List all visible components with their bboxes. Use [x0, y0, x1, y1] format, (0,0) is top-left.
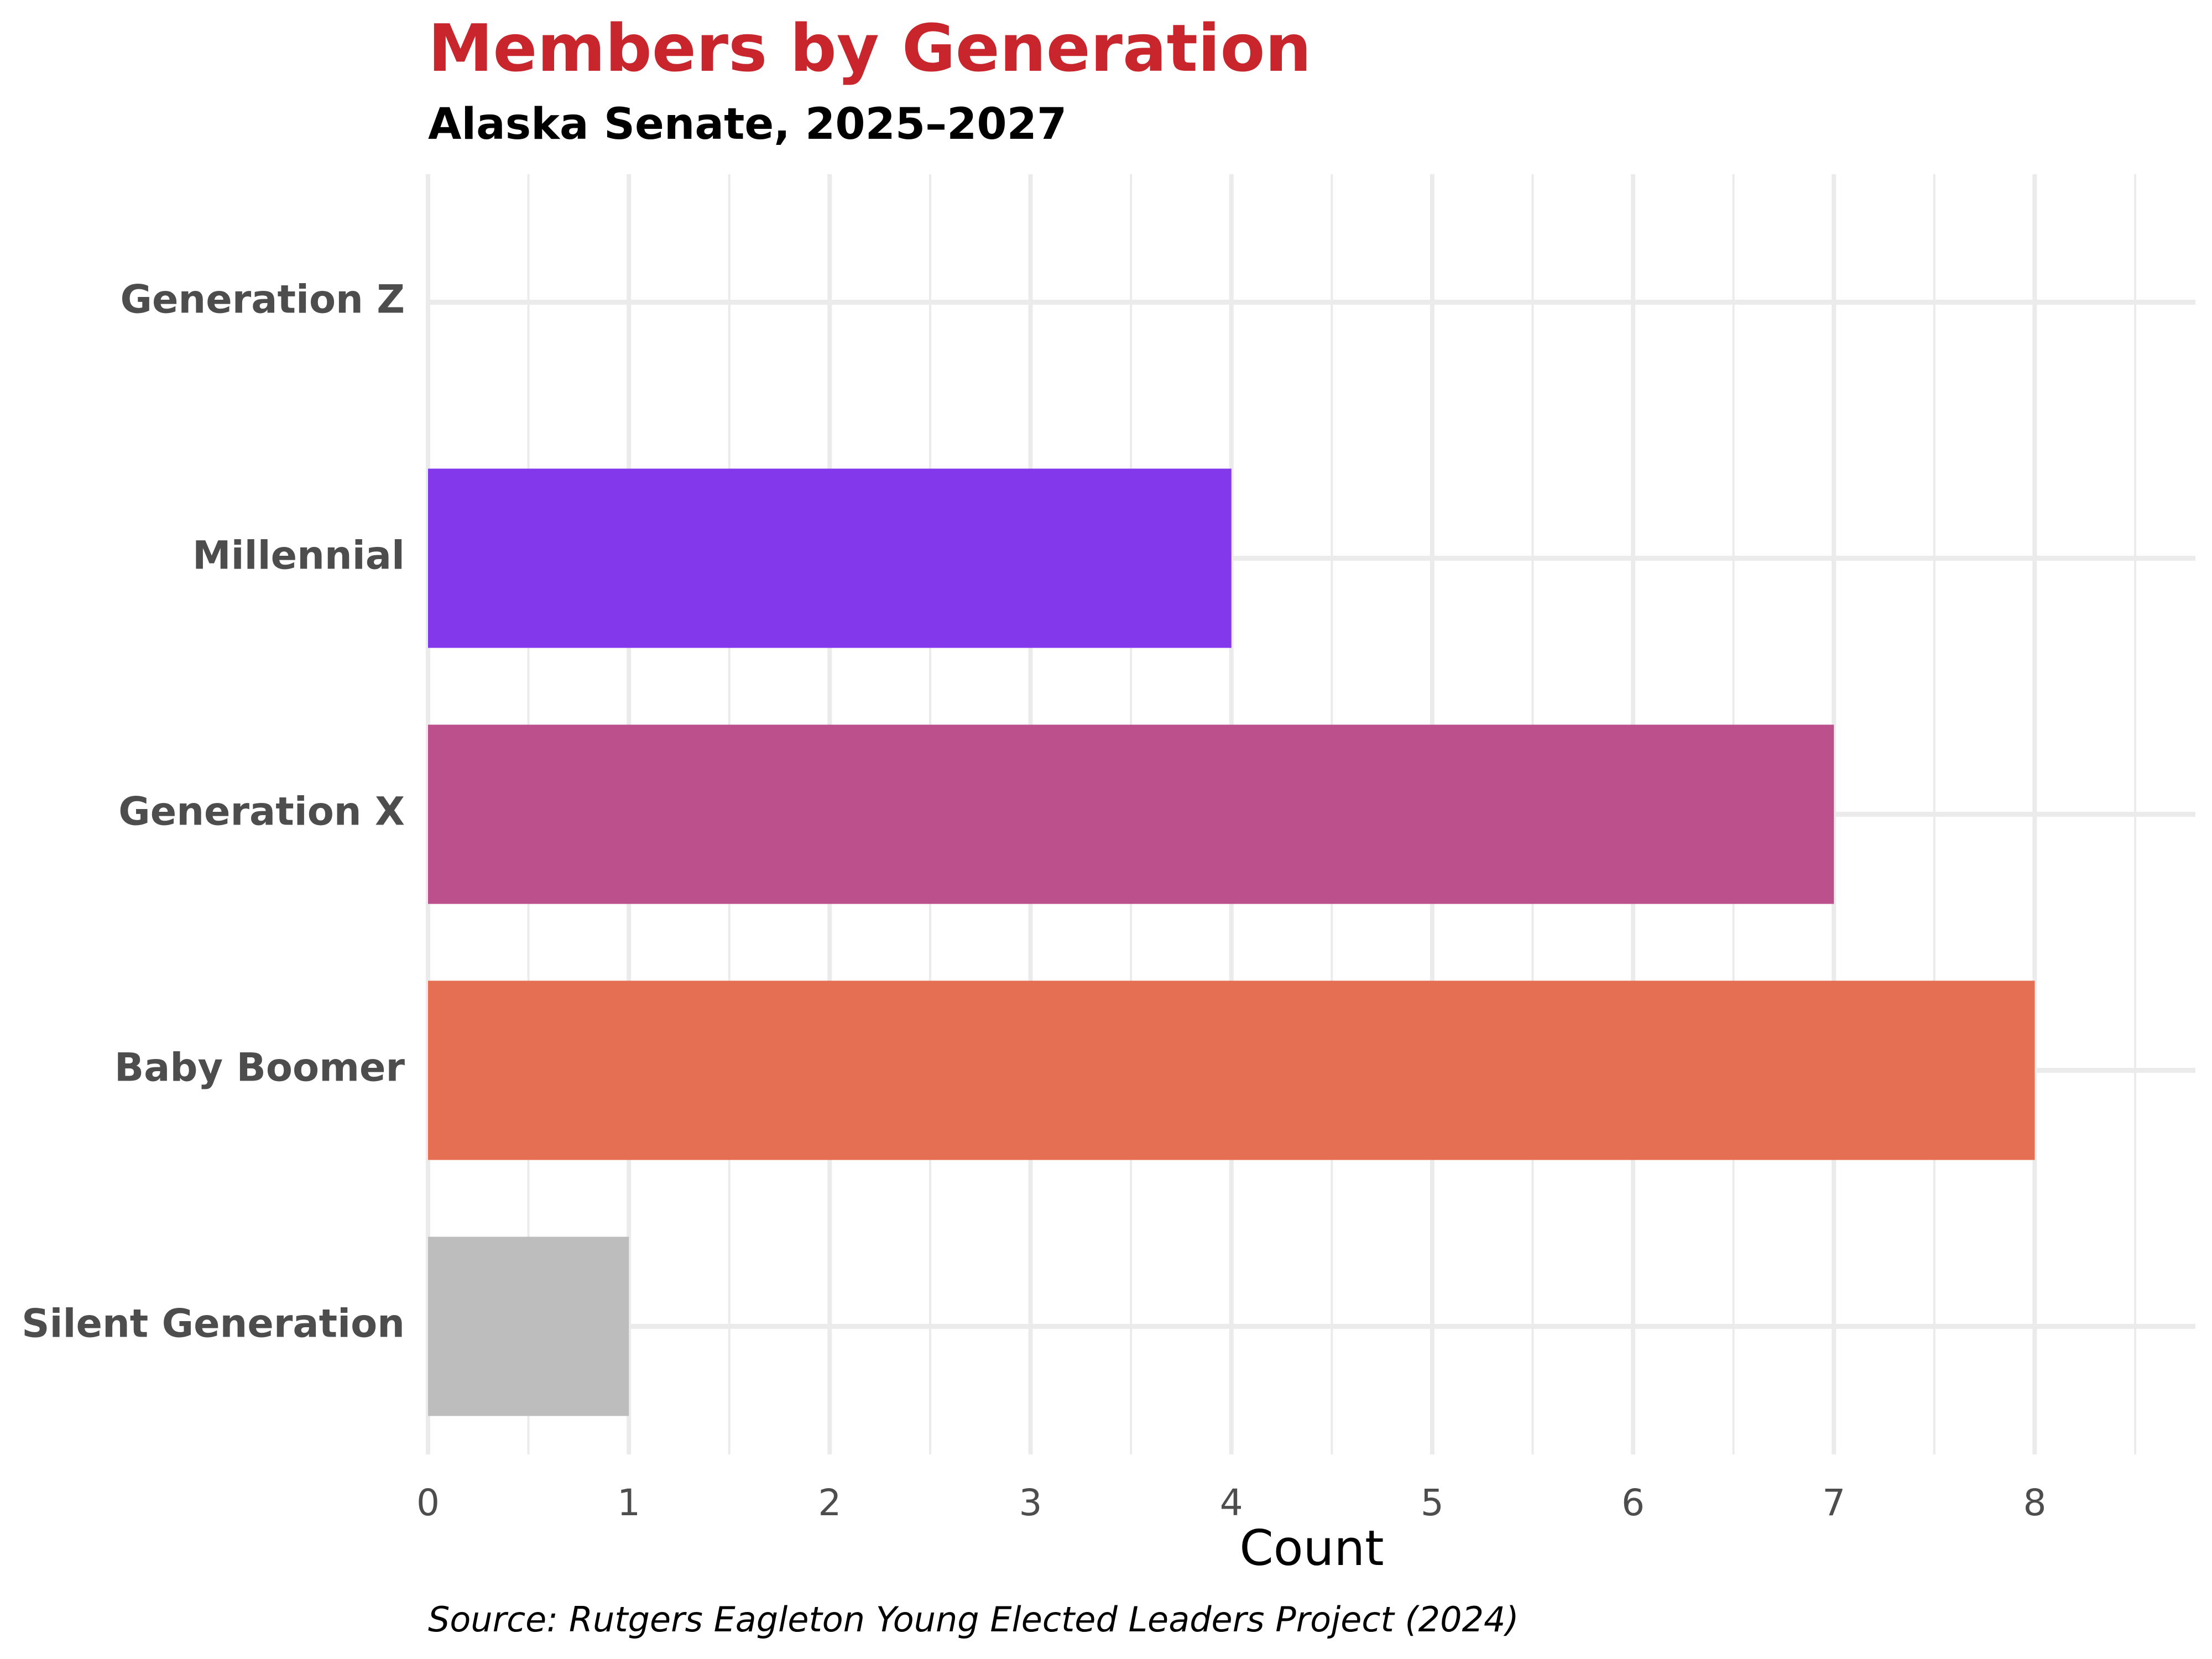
x-tick-label: 5	[1421, 1481, 1444, 1524]
x-tick-label: 4	[1220, 1481, 1243, 1524]
category-label: Generation Z	[120, 277, 405, 322]
x-tick-label: 2	[818, 1481, 841, 1524]
category-label: Baby Boomer	[114, 1045, 405, 1091]
x-tick-label: 8	[2023, 1481, 2046, 1524]
x-tick-label: 1	[617, 1481, 640, 1524]
category-label: Generation X	[118, 789, 405, 834]
bars	[428, 468, 2035, 1416]
bar-generation-x	[428, 724, 1834, 904]
x-tick-label: 3	[1019, 1481, 1042, 1524]
category-label: Silent Generation	[22, 1301, 405, 1347]
chart-subtitle: Alaska Senate, 2025–2027	[428, 100, 1067, 149]
x-tick-label: 6	[1621, 1481, 1645, 1524]
x-tick-label: 0	[416, 1481, 440, 1524]
bar-baby-boomer	[428, 980, 2035, 1160]
bar-millennial	[428, 468, 1232, 648]
bar-silent-generation	[428, 1237, 629, 1416]
axis-labels: Generation Z Millennial Generation X Baby B…	[22, 277, 2046, 1577]
chart-caption: Source: Rutgers Eagleton Young Elected L…	[428, 1599, 1519, 1640]
x-axis-title: Count	[1239, 1520, 1384, 1577]
x-tick-label: 7	[1822, 1481, 1845, 1524]
chart-title: Members by Generation	[428, 10, 1312, 86]
category-label: Millennial	[192, 533, 405, 578]
